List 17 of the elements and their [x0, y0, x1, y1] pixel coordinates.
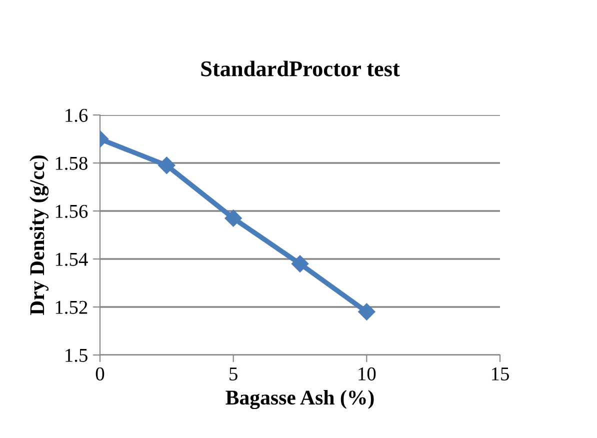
y-tick-label: 1.56 — [56, 204, 88, 218]
point — [291, 255, 309, 272]
y-tick-label: 1.58 — [56, 156, 88, 170]
x-tick-label: 15 — [492, 367, 509, 380]
x-tick-label: 10 — [358, 367, 376, 380]
point — [224, 210, 242, 227]
y-tick-label: 1.52 — [56, 300, 88, 314]
chart-title: StandardProctor test — [201, 60, 400, 76]
point — [358, 303, 376, 320]
y-tick-label: 1.6 — [66, 108, 88, 122]
y-axis-title: Dry Density (g/cc) — [30, 156, 49, 316]
x-tick-label: 5 — [230, 368, 238, 380]
y-tick-label: 1.5 — [66, 348, 88, 362]
x-tick-label: 0 — [96, 367, 104, 380]
x-axis-title: Bagasse Ash (%) — [226, 390, 374, 410]
y-tick-label: 1.54 — [56, 252, 88, 266]
point — [158, 156, 176, 174]
